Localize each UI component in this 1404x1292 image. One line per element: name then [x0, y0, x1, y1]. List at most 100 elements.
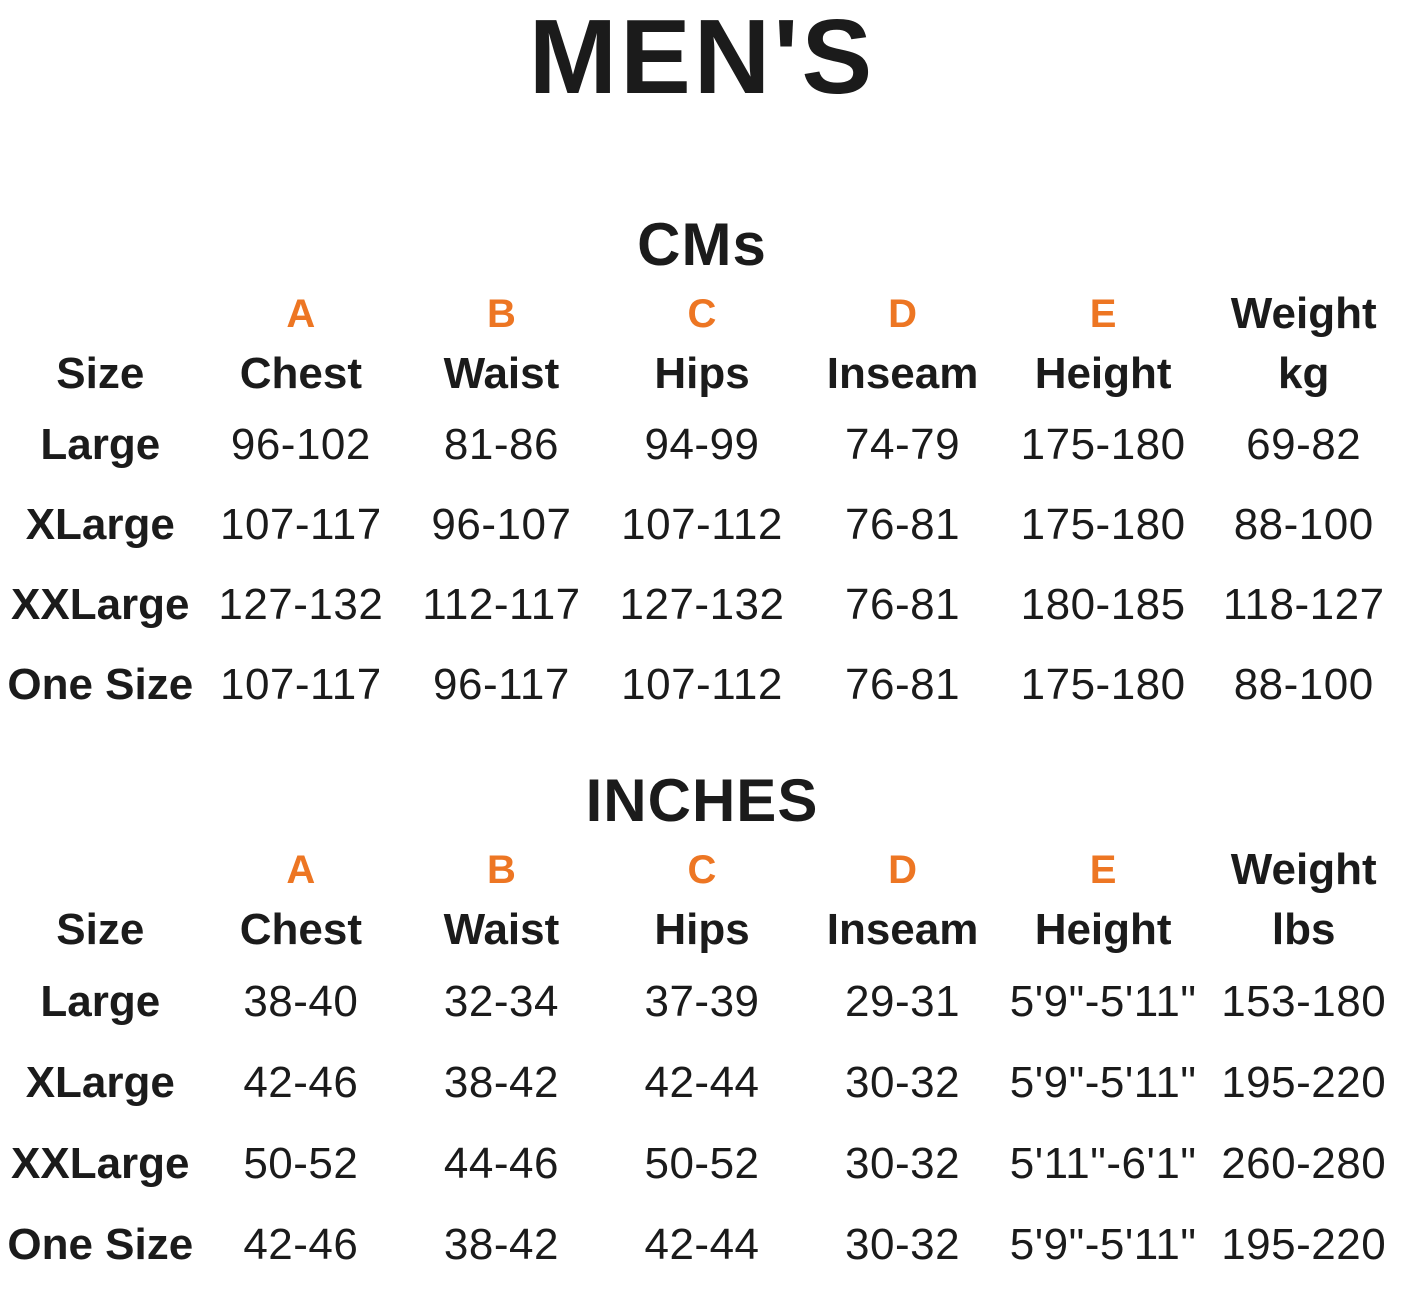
inches-header-row: Size Chest Waist Hips Inseam Height lbs [0, 899, 1404, 961]
table-row: Large 96-102 81-86 94-99 74-79 175-180 6… [0, 405, 1404, 485]
cell-value: 5'9"-5'11" [1009, 976, 1197, 1026]
cell-value: 30-32 [845, 1057, 961, 1107]
column-header-inseam: Inseam [826, 349, 979, 399]
column-letter-a: A [286, 291, 316, 336]
column-header-chest: Chest [239, 349, 362, 399]
column-letter-c: C [687, 291, 717, 336]
cell-value: 42-46 [243, 1219, 359, 1269]
cell-value: 195-220 [1221, 1219, 1387, 1269]
size-label: Large [40, 976, 161, 1026]
cell-value: 30-32 [845, 1219, 961, 1269]
cell-value: 29-31 [845, 976, 961, 1026]
column-letter-a: A [286, 847, 316, 892]
column-letter-b: B [486, 291, 516, 336]
column-header-size: Size [56, 905, 145, 955]
cell-value: 175-180 [1020, 500, 1186, 550]
inches-section-title: INCHES [585, 767, 819, 835]
cell-value: 76-81 [845, 500, 961, 550]
cell-value: 96-117 [433, 660, 570, 710]
cell-value: 32-34 [443, 976, 559, 1026]
cell-value: 107-117 [219, 660, 382, 710]
cell-value: 50-52 [243, 1138, 359, 1188]
cell-value: 127-132 [619, 580, 785, 630]
cell-value: 42-46 [243, 1057, 359, 1107]
cell-value: 88-100 [1233, 660, 1374, 710]
cms-header-row: Size Chest Waist Hips Inseam Height kg [0, 343, 1404, 405]
column-letter-e: E [1089, 291, 1117, 336]
column-header-height: Height [1034, 349, 1172, 399]
column-letter-e: E [1089, 847, 1117, 892]
cell-value: 175-180 [1020, 420, 1186, 470]
cell-value: 38-42 [443, 1219, 559, 1269]
cell-value: 5'11"-6'1" [1009, 1138, 1197, 1188]
column-header-chest: Chest [239, 905, 362, 955]
column-header-weight-unit: kg [1278, 349, 1330, 399]
cell-value: 127-132 [218, 580, 384, 630]
table-row: One Size 107-117 96-117 107-112 76-81 17… [0, 645, 1404, 725]
size-label: One Size [7, 660, 194, 710]
size-label: Large [40, 420, 161, 470]
size-label: XLarge [25, 500, 175, 550]
cell-value: 107-117 [219, 500, 382, 550]
cell-value: 107-112 [621, 660, 783, 710]
column-header-waist: Waist [443, 905, 560, 955]
column-header-hips: Hips [654, 349, 750, 399]
cell-value: 42-44 [644, 1219, 760, 1269]
cell-value: 30-32 [845, 1138, 961, 1188]
column-header-waist: Waist [443, 349, 560, 399]
weight-column-label: Weight [1230, 845, 1377, 895]
inches-table: INCHES A B C D E Weight Size Chest Waist… [0, 771, 1404, 1285]
cell-value: 50-52 [644, 1138, 760, 1188]
cell-value: 96-107 [431, 500, 572, 550]
table-row: XXLarge 127-132 112-117 127-132 76-81 18… [0, 565, 1404, 645]
cell-value: 74-79 [845, 420, 961, 470]
column-header-inseam: Inseam [826, 905, 979, 955]
cell-value: 180-185 [1020, 580, 1186, 630]
cell-value: 195-220 [1221, 1057, 1387, 1107]
cell-value: 69-82 [1246, 420, 1362, 470]
size-label: XLarge [25, 1057, 175, 1107]
cell-value: 94-99 [644, 420, 760, 470]
cms-section-title: CMs [637, 211, 767, 279]
column-letter-b: B [486, 847, 516, 892]
cms-letter-row: A B C D E Weight [0, 285, 1404, 343]
cell-value: 76-81 [845, 580, 961, 630]
cell-value: 175-180 [1020, 660, 1186, 710]
table-row: One Size 42-46 38-42 42-44 30-32 5'9"-5'… [0, 1204, 1404, 1285]
table-row: Large 38-40 32-34 37-39 29-31 5'9"-5'11"… [0, 961, 1404, 1042]
cell-value: 96-102 [230, 420, 371, 470]
cell-value: 153-180 [1221, 976, 1387, 1026]
size-label: XXLarge [11, 1138, 190, 1188]
column-letter-d: D [888, 847, 917, 892]
cms-table: CMs A B C D E Weight Size Chest Waist Hi… [0, 215, 1404, 725]
size-label: One Size [7, 1219, 194, 1269]
cell-value: 44-46 [443, 1138, 559, 1188]
table-row: XXLarge 50-52 44-46 50-52 30-32 5'11"-6'… [0, 1123, 1404, 1204]
column-header-size: Size [56, 349, 145, 399]
cell-value: 118-127 [1222, 580, 1385, 630]
cell-value: 38-40 [243, 976, 359, 1026]
cell-value: 5'9"-5'11" [1009, 1219, 1197, 1269]
weight-column-label: Weight [1230, 289, 1377, 339]
cell-value: 42-44 [644, 1057, 760, 1107]
table-row: XLarge 107-117 96-107 107-112 76-81 175-… [0, 485, 1404, 565]
column-header-hips: Hips [654, 905, 750, 955]
cell-value: 5'9"-5'11" [1009, 1057, 1197, 1107]
column-letter-c: C [687, 847, 717, 892]
cell-value: 38-42 [443, 1057, 559, 1107]
table-row: XLarge 42-46 38-42 42-44 30-32 5'9"-5'11… [0, 1042, 1404, 1123]
column-header-weight-unit: lbs [1271, 905, 1336, 955]
cell-value: 260-280 [1221, 1138, 1387, 1188]
cell-value: 88-100 [1233, 500, 1374, 550]
cell-value: 37-39 [644, 976, 760, 1026]
column-letter-d: D [888, 291, 917, 336]
cell-value: 107-112 [621, 500, 783, 550]
size-label: XXLarge [11, 580, 190, 630]
cell-value: 112-117 [422, 580, 581, 630]
inches-letter-row: A B C D E Weight [0, 841, 1404, 899]
column-header-height: Height [1034, 905, 1172, 955]
cell-value: 81-86 [443, 420, 559, 470]
page-title: MEN'S [528, 0, 876, 116]
cell-value: 76-81 [845, 660, 961, 710]
